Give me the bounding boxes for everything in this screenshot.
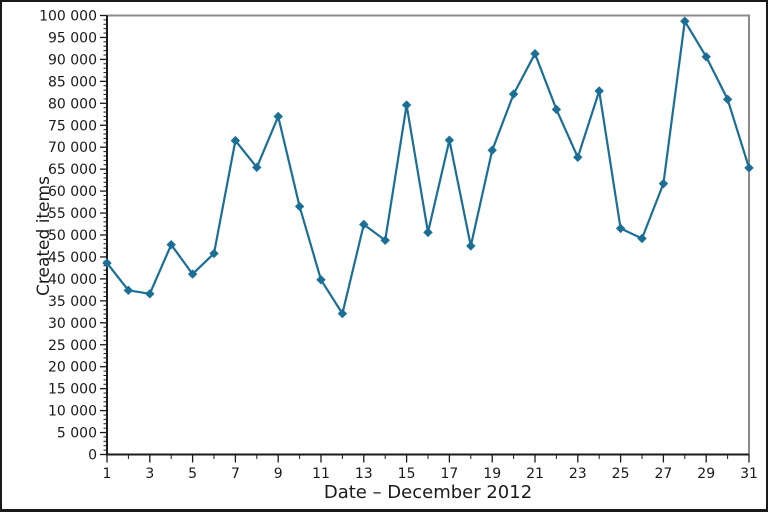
data-point [294,201,305,212]
data-point [530,48,540,59]
axis-lines [106,15,749,456]
y-tick-label: 70 000 [48,140,97,156]
x-tick-label: 17 [440,466,458,482]
x-tick-label: 1 [103,466,112,482]
data-point [380,235,390,245]
data-point [187,269,198,279]
y-tick-label: 15 000 [48,382,97,398]
data-point [401,100,412,110]
y-tick-label: 100 000 [39,9,97,25]
y-tick-label: 85 000 [48,74,97,90]
y-tick-label: 80 000 [48,96,97,112]
y-tick-label: 60 000 [48,184,97,200]
data-point [551,104,562,115]
x-tick-label: 11 [312,466,330,482]
y-tick-label: 30 000 [48,316,97,332]
y-tick-label: 5 000 [57,426,97,442]
data-point [230,135,241,146]
data-point [423,227,433,238]
data-point [316,275,326,285]
plot-frame [107,14,750,455]
data-point [573,152,583,162]
y-tick-label: 35 000 [48,294,97,310]
data-point [701,52,711,62]
data-point [487,145,497,155]
x-axis-title: Date – December 2012 [323,482,533,503]
x-tick-label: 27 [654,466,672,482]
y-tick-label: 45 000 [48,250,97,266]
x-tick-label: 25 [612,466,630,482]
data-point [252,162,262,173]
data-line [105,20,751,315]
y-tick-label: 50 000 [48,228,97,244]
y-tick-label: 0 [88,448,97,464]
x-tick-label: 9 [274,466,283,482]
x-tick-label: 19 [483,466,501,482]
x-tick-label: 5 [188,466,197,482]
x-tick-label: 13 [355,466,373,482]
y-tick-label: 95 000 [48,30,97,46]
y-tick-label: 10 000 [48,404,97,420]
data-point [658,178,669,189]
data-point [508,89,519,99]
data-point [102,258,112,268]
y-tick-label: 90 000 [48,52,97,68]
data-point [722,94,733,105]
x-tick-label: 31 [740,466,758,482]
x-tick-label: 23 [569,466,587,482]
data-point [359,219,369,230]
data-point [466,241,476,251]
data-point [145,289,155,299]
x-tick-label: 7 [231,466,240,482]
x-tick-label: 21 [526,466,544,482]
x-tick-label: 29 [697,466,715,482]
y-tick-label: 65 000 [48,162,97,178]
data-point [680,16,690,26]
data-point [594,86,604,96]
data-point [166,239,176,250]
data-point [444,135,455,145]
x-tick-label: 3 [145,466,154,482]
data-point [637,233,647,244]
y-tick-label: 40 000 [48,272,97,288]
x-tick-label: 15 [398,466,416,482]
y-tick-label: 25 000 [48,338,97,354]
y-axis-title: Created items [34,176,54,296]
data-point [123,285,134,296]
y-tick-label: 75 000 [48,118,97,134]
data-point [273,111,283,122]
data-point [744,163,754,173]
y-tick-label: 20 000 [48,360,97,376]
data-point [615,223,626,234]
y-tick-label: 55 000 [48,206,97,222]
data-point [337,308,348,319]
data-point [209,248,219,259]
